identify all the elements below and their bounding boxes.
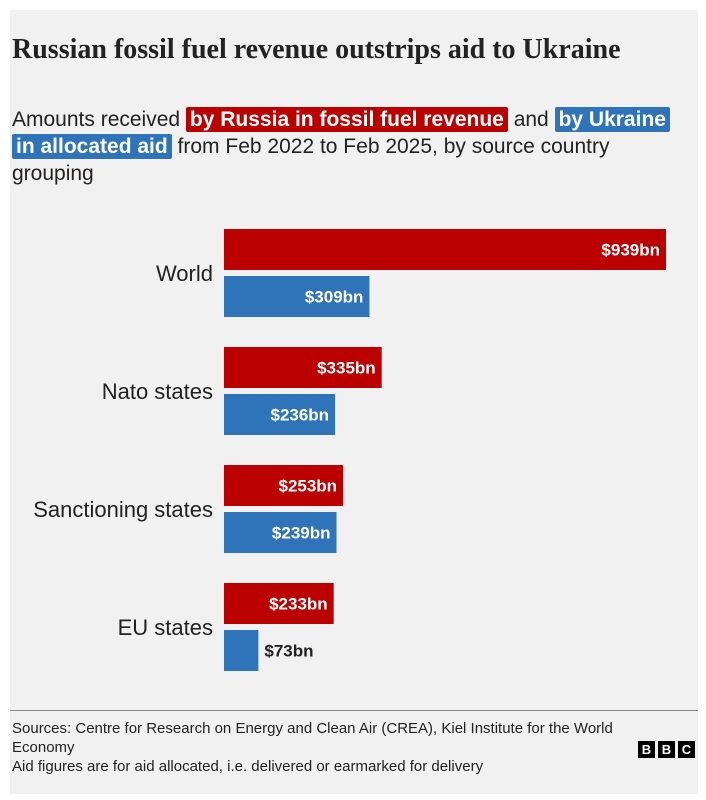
russia-revenue-bar (224, 347, 382, 388)
chart-subtitle: Amounts received by Russia in fossil fue… (12, 106, 688, 187)
subtitle-prefix: Amounts received (12, 108, 186, 131)
bbc-logo-letter: C (678, 741, 695, 758)
subtitle-suffix: from Feb 2022 to Feb 2025, by source cou… (12, 135, 610, 185)
bbc-logo-letter: B (658, 741, 675, 758)
bar-value-label: $239bn (272, 524, 331, 543)
ukraine-aid-bar (224, 512, 337, 553)
bar-value-label: $233bn (269, 595, 328, 614)
sources-text: Sources: Centre for Research on Energy a… (12, 719, 622, 776)
bar-value-label: $335bn (317, 359, 376, 378)
russia-revenue-bar (224, 229, 666, 270)
chart-title: Russian fossil fuel revenue outstrips ai… (12, 34, 621, 65)
chart-card: Russian fossil fuel revenue outstrips ai… (10, 10, 698, 794)
bar-value-label: $73bn (264, 642, 313, 661)
category-label: Sanctioning states (33, 497, 213, 522)
ukraine-aid-bar (224, 630, 259, 671)
chart-footer: Sources: Centre for Research on Energy a… (10, 710, 698, 775)
category-label: World (156, 261, 213, 286)
category-label: Nato states (102, 379, 213, 404)
ukraine-aid-bar (224, 276, 370, 317)
bbc-logo-letter: B (638, 741, 655, 758)
ukraine-aid-bar (224, 394, 336, 435)
subtitle-middle: and (507, 108, 555, 131)
bar-value-label: $309bn (305, 288, 364, 307)
bar-chart-svg: World $939bn $309bn Nato states $335bn $236bn… (33, 229, 666, 671)
russia-revenue-bar (224, 583, 334, 624)
bar-value-label: $236bn (270, 406, 329, 425)
bar-value-label: $939bn (601, 241, 660, 260)
bar-chart: World $939bn $309bn Nato states $335bn $236bn… (10, 210, 698, 710)
aid-note: Aid figures are for aid allocated, i.e. … (12, 758, 484, 775)
bbc-logo: B B C (638, 741, 695, 758)
bar-value-label: $253bn (278, 477, 337, 496)
sources-line: Sources: Centre for Research on Energy a… (12, 720, 613, 756)
russia-revenue-bar (224, 465, 344, 506)
category-label: EU states (118, 615, 213, 640)
russia-legend-highlight: by Russia in fossil fuel revenue (185, 107, 508, 132)
